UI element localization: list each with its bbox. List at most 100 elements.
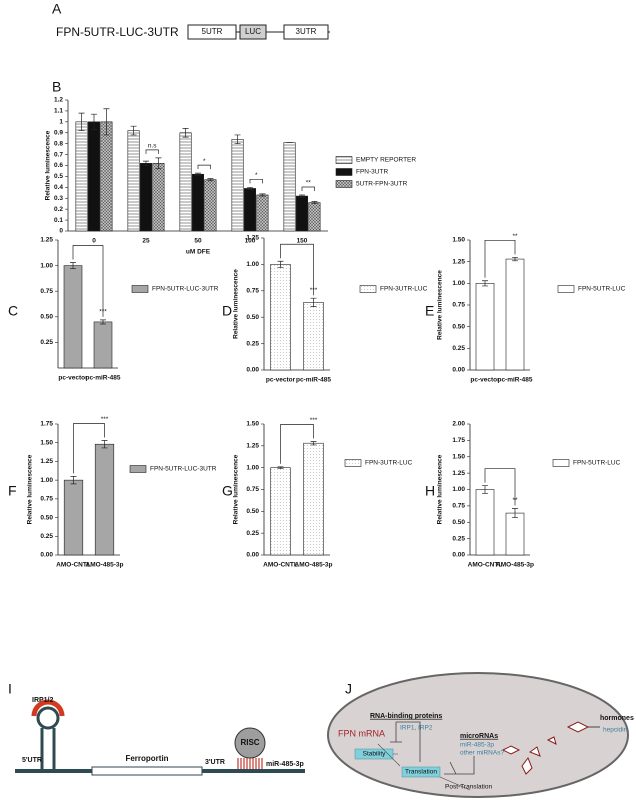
flow-arrows	[377, 743, 471, 791]
y-tick-label: 0.6	[54, 162, 63, 169]
significance-bracket	[280, 424, 314, 464]
panel-label: I	[8, 681, 12, 697]
y-tick-label: 1.00	[452, 486, 465, 493]
bar	[308, 202, 321, 232]
y-axis-label: Relative luminescence	[233, 454, 240, 524]
error-bar	[130, 125, 137, 136]
y-tick-label: 1.1	[54, 108, 63, 115]
error-bar	[195, 172, 201, 176]
y-tick-label: 1.2	[54, 97, 63, 104]
y-tick-label: 1.75	[452, 437, 465, 444]
bar	[100, 121, 113, 232]
significance-label: ***	[310, 417, 318, 424]
x-tick-label: 50	[194, 238, 202, 245]
y-tick-label: 1.00	[40, 477, 53, 484]
error-bar	[512, 508, 518, 519]
error-bar	[512, 256, 518, 262]
risc-label: RISC	[240, 738, 259, 747]
error-bar	[155, 157, 162, 170]
significance-label: *	[203, 158, 206, 165]
y-tick-label: 0.75	[246, 288, 259, 295]
y-tick-label: 1.25	[40, 458, 53, 465]
y-tick-label: 0.25	[246, 530, 259, 537]
micro-label: microRNAs	[460, 733, 498, 740]
x-tick-label: AMO-CNTL	[468, 562, 503, 569]
x-tick-label: 25	[142, 238, 150, 245]
error-bar	[182, 128, 189, 138]
y-tick-label: 0.00	[452, 367, 465, 374]
error-bar	[310, 297, 317, 307]
x-tick-label: pc-miR-485	[497, 377, 532, 384]
y-tick-label: 1.25	[246, 443, 259, 450]
ferroportin-proteins	[501, 721, 590, 775]
irp-list: IRP1, IRP2	[400, 725, 433, 732]
error-bar	[103, 108, 110, 136]
significance-bracket	[280, 243, 314, 296]
part-label: 3UTR	[296, 27, 317, 36]
bar	[93, 321, 113, 369]
y-tick-label: 0	[59, 228, 63, 235]
y-tick-label: 0.00	[246, 367, 259, 374]
part-label: 5UTR	[202, 27, 223, 36]
significance-bracket	[72, 245, 104, 317]
hepcidin-label: hepcidin	[603, 727, 628, 734]
x-tick-label: AMO-485-3p	[496, 562, 534, 569]
y-tick-label: 0.00	[40, 552, 53, 559]
x-tick-label: pc-miR-485	[85, 375, 120, 382]
hairpin-stem	[40, 728, 56, 771]
y-tick-label: 1.50	[452, 453, 465, 460]
bar	[75, 121, 88, 232]
legend-label: EMPTY REPORTER	[356, 157, 416, 164]
legend-swatch	[344, 459, 362, 467]
y-tick-label: 0.1	[54, 217, 63, 224]
bar	[303, 302, 324, 371]
y-tick-label: 1.50	[40, 439, 53, 446]
y-tick-label: 0.75	[452, 302, 465, 309]
y-tick-label: 0.50	[452, 519, 465, 526]
legend-swatch	[335, 168, 353, 176]
translation-label: Translation	[405, 769, 437, 776]
bar	[191, 173, 205, 232]
bar	[139, 163, 153, 232]
panel-label: D	[222, 303, 232, 319]
y-tick-label: 1.50	[452, 237, 465, 244]
rbp-arrows	[390, 721, 421, 762]
x-tick-label: 100	[245, 238, 256, 245]
panel-label: A	[52, 1, 62, 17]
legend-label: FPN-5UTR-LUC	[578, 286, 626, 293]
bar	[127, 130, 140, 232]
significance-label: **	[512, 233, 518, 240]
significance-bracket	[484, 468, 516, 506]
bar	[475, 283, 495, 371]
utr3-box	[283, 24, 329, 40]
significance-bracket	[73, 423, 105, 474]
y-tick-label: 0.2	[54, 206, 63, 213]
bar	[94, 443, 115, 556]
post-label: Post-Translation	[445, 784, 492, 791]
bar	[270, 467, 291, 556]
panel-label: G	[222, 483, 233, 499]
error-bar	[247, 186, 253, 190]
bar	[505, 512, 525, 556]
legend-label: FPN-3UTR-LUC	[365, 460, 413, 467]
y-tick-label: 0.25	[40, 533, 53, 540]
irp-cap	[31, 699, 65, 717]
error-bar	[78, 112, 85, 131]
legend-label: FPN-5UTR-LUC-3UTR	[152, 286, 219, 293]
translation-box	[401, 766, 441, 778]
panel-label: C	[8, 303, 18, 319]
error-bar	[311, 201, 318, 205]
legend-label: FPN-3UTR-LUC	[380, 286, 428, 293]
significance-label: *	[255, 172, 258, 179]
x-tick-label: pc-vector	[266, 377, 296, 384]
y-tick-label: 0.25	[452, 535, 465, 542]
error-bar	[101, 440, 108, 449]
y-axis-label: Relative luminescence	[437, 454, 444, 524]
mirna-name: other miRNAs?	[460, 750, 504, 757]
y-tick-label: 1.25	[452, 470, 465, 477]
hairpin-loop	[36, 706, 60, 730]
y-tick-label: 0.00	[246, 552, 259, 559]
construct-name: FPN-5UTR-LUC-3UTR	[56, 25, 179, 39]
